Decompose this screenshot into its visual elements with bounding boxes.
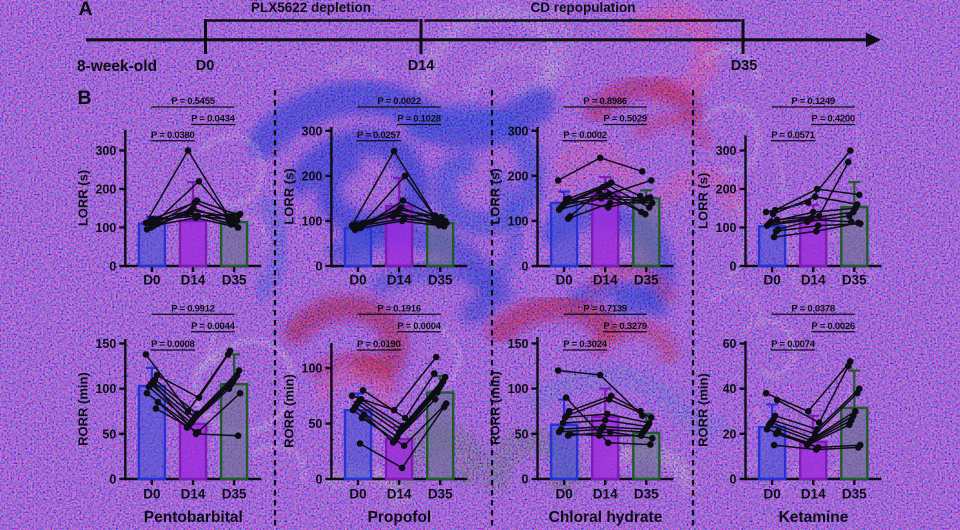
svg-text:100: 100 (302, 362, 323, 376)
svg-text:200: 200 (302, 169, 323, 183)
svg-text:P = 0.4200: P = 0.4200 (811, 114, 855, 125)
svg-text:P = 0.0026: P = 0.0026 (811, 321, 855, 332)
svg-text:D35: D35 (634, 273, 659, 288)
svg-text:Chloral hydrate: Chloral hydrate (549, 509, 663, 526)
svg-text:100: 100 (302, 214, 323, 228)
svg-text:RORR (min): RORR (min) (75, 372, 90, 446)
svg-text:P = 0.0044: P = 0.0044 (191, 321, 236, 332)
svg-text:0: 0 (730, 260, 737, 274)
svg-text:0: 0 (522, 473, 529, 487)
svg-text:150: 150 (508, 337, 529, 351)
svg-text:P = 0.0190: P = 0.0190 (357, 339, 401, 350)
svg-text:50: 50 (102, 427, 116, 441)
svg-text:P = 0.3024: P = 0.3024 (563, 339, 608, 350)
svg-text:D35: D35 (842, 273, 867, 288)
svg-text:RORR (min): RORR (min) (488, 371, 503, 445)
svg-text:P = 0.1916: P = 0.1916 (377, 304, 421, 315)
svg-text:D35: D35 (428, 486, 453, 501)
svg-text:200: 200 (95, 183, 116, 197)
svg-text:D14: D14 (181, 273, 206, 288)
svg-text:100: 100 (508, 214, 529, 228)
svg-text:0: 0 (315, 473, 322, 487)
svg-text:P = 0.0434: P = 0.0434 (191, 114, 236, 125)
svg-text:P = 0.0074: P = 0.0074 (771, 339, 816, 350)
svg-text:P = 0.0380: P = 0.0380 (151, 130, 195, 141)
svg-text:100: 100 (95, 221, 116, 235)
svg-text:LORR (s): LORR (s) (75, 170, 90, 226)
svg-text:8-week-old: 8-week-old (77, 58, 157, 75)
svg-text:P = 0.0002: P = 0.0002 (563, 130, 607, 141)
svg-text:D0: D0 (349, 486, 366, 501)
svg-text:RORR (min): RORR (min) (281, 374, 296, 448)
svg-text:50: 50 (308, 417, 322, 431)
svg-text:P = 0.8986: P = 0.8986 (583, 96, 627, 107)
svg-text:Ketamine: Ketamine (779, 509, 849, 526)
svg-text:20: 20 (723, 427, 737, 441)
svg-text:200: 200 (508, 169, 529, 183)
svg-text:LORR (s): LORR (s) (281, 168, 296, 224)
svg-text:D14: D14 (801, 273, 826, 288)
svg-text:LORR (s): LORR (s) (696, 173, 711, 229)
svg-text:D14: D14 (801, 486, 826, 501)
svg-text:D14: D14 (408, 58, 435, 74)
svg-text:Pentobarbital: Pentobarbital (144, 509, 243, 526)
svg-text:50: 50 (515, 427, 529, 441)
svg-text:P = 0.0378: P = 0.0378 (791, 304, 835, 315)
svg-text:D0: D0 (763, 273, 780, 288)
svg-text:P = 0.5029: P = 0.5029 (603, 114, 647, 125)
svg-text:D0: D0 (555, 273, 572, 288)
svg-text:LORR (s): LORR (s) (488, 168, 503, 224)
svg-text:0: 0 (522, 260, 529, 274)
svg-text:150: 150 (95, 337, 116, 351)
svg-text:P = 0.1249: P = 0.1249 (791, 96, 835, 107)
svg-text:D35: D35 (842, 486, 867, 501)
svg-text:100: 100 (716, 221, 737, 235)
svg-text:D0: D0 (763, 486, 780, 501)
svg-text:D0: D0 (143, 273, 160, 288)
svg-text:200: 200 (716, 183, 737, 197)
svg-text:300: 300 (508, 124, 529, 138)
svg-text:D14: D14 (593, 273, 618, 288)
svg-text:D0: D0 (349, 273, 366, 288)
svg-text:0: 0 (109, 473, 116, 487)
svg-text:P = 0.0004: P = 0.0004 (397, 321, 442, 332)
svg-text:D0: D0 (143, 486, 160, 501)
svg-text:Propofol: Propofol (368, 509, 432, 526)
svg-text:D0: D0 (196, 58, 215, 74)
svg-text:D35: D35 (731, 58, 758, 74)
svg-text:P = 0.0257: P = 0.0257 (357, 130, 401, 141)
svg-text:D0: D0 (555, 486, 572, 501)
svg-text:300: 300 (95, 144, 116, 158)
svg-text:100: 100 (95, 382, 116, 396)
svg-text:P = 0.7139: P = 0.7139 (583, 304, 627, 315)
svg-text:60: 60 (723, 337, 737, 351)
svg-text:300: 300 (716, 144, 737, 158)
svg-text:P = 0.1028: P = 0.1028 (397, 114, 441, 125)
svg-text:PLX5622 depletion: PLX5622 depletion (251, 0, 371, 15)
svg-text:P = 0.0571: P = 0.0571 (771, 130, 816, 141)
svg-text:0: 0 (730, 473, 737, 487)
svg-text:P = 0.3279: P = 0.3279 (603, 321, 647, 332)
svg-text:P = 0.0008: P = 0.0008 (151, 339, 195, 350)
svg-text:D14: D14 (387, 486, 412, 501)
svg-text:B: B (78, 87, 92, 109)
svg-text:RORR (min): RORR (min) (696, 373, 711, 447)
svg-text:0: 0 (109, 260, 116, 274)
svg-text:D35: D35 (634, 486, 659, 501)
svg-text:40: 40 (723, 382, 737, 396)
svg-text:D14: D14 (593, 486, 618, 501)
svg-text:D35: D35 (428, 273, 453, 288)
svg-text:D14: D14 (181, 486, 206, 501)
svg-text:0: 0 (315, 260, 322, 274)
svg-text:D35: D35 (222, 273, 247, 288)
svg-text:300: 300 (302, 124, 323, 138)
svg-text:P = 0.9912: P = 0.9912 (171, 304, 215, 315)
svg-text:P = 0.0022: P = 0.0022 (377, 96, 421, 107)
svg-text:D14: D14 (387, 273, 412, 288)
svg-text:100: 100 (508, 382, 529, 396)
svg-text:P = 0.5455: P = 0.5455 (171, 96, 216, 107)
svg-text:CD repopulation: CD repopulation (531, 0, 636, 15)
svg-text:D35: D35 (222, 486, 247, 501)
svg-text:A: A (79, 0, 93, 20)
